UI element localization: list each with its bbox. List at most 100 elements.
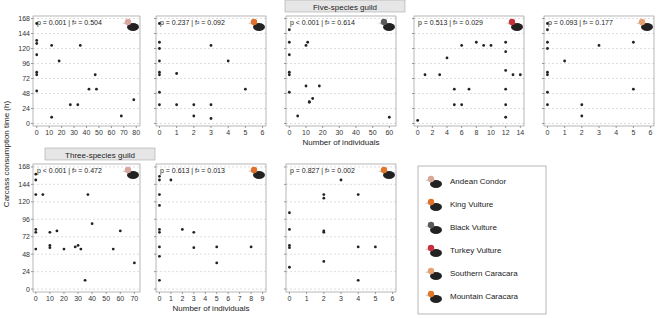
annotation: p = 0.613 | f² = 0.013 [160,167,225,175]
point [563,60,566,63]
point [120,115,123,118]
y-tick-label: 120 [18,198,30,205]
x-tick [86,126,87,128]
point [210,103,213,106]
plot-background [156,16,266,126]
plot-frame [156,16,266,126]
x-tick [447,126,448,128]
point [158,255,161,258]
icon-beak [122,22,125,24]
icon-beak [425,271,428,273]
x-tick-label: 50 [102,295,110,302]
annotation: p = 0.001 | f² = 0.504 [37,19,102,27]
annotation: p = 0.093 | f² = 0.177 [548,19,613,27]
x-tick [356,126,357,128]
point [169,179,172,182]
x-tick-label: 14 [516,129,524,136]
point [288,266,291,269]
y-tick [154,18,156,19]
point [35,53,38,56]
guild-title: Five-species guild [313,3,377,12]
y-tick-label: 96 [22,216,30,223]
y-tick-label: 72 [22,75,30,82]
point [50,44,53,47]
x-tick-label: 40 [83,129,91,136]
x-tick [505,126,506,128]
x-tick-label: 7 [238,295,242,302]
x-tick [581,126,582,128]
x-tick-label: 0 [35,129,39,136]
figure: Carcass consumption time (h) Five-species… [0,0,661,318]
y-tick [154,48,156,49]
point [288,228,291,231]
x-tick [49,126,50,128]
x-tick [616,126,617,128]
point [91,222,94,225]
grid-line [156,123,266,124]
x-tick [262,126,263,128]
point [35,71,38,74]
point [546,71,549,74]
y-tick-label: 72 [22,233,30,240]
point [227,60,230,63]
point [288,91,291,94]
point [322,231,325,234]
grid-line [544,33,654,34]
plot-frame [33,164,140,292]
point [305,44,308,47]
grid-line [156,63,266,64]
icon-beak [122,170,125,172]
y-tick [154,108,156,109]
bird-icon [378,19,395,31]
icon-head [428,268,434,274]
y-axis-label: Carcass consumption time (h) [2,101,11,208]
x-tick-label: 0 [34,295,38,302]
x-tick-label: 8 [249,295,253,302]
plot-frame [286,164,396,292]
x-tick-label: 1 [563,129,567,136]
grid-line [33,123,140,124]
grid-line [156,236,266,237]
icon-beak [425,202,428,204]
grid-line [33,78,140,79]
grid-line [414,63,524,64]
x-tick-label: 20 [60,295,68,302]
y-tick-label: 0 [26,286,30,293]
x-tick [476,126,477,128]
point [192,115,195,118]
point [288,246,291,249]
x-tick-label: 3 [209,129,213,136]
y-tick [154,219,156,220]
x-tick [650,126,651,128]
icon-head [125,167,131,173]
point [76,103,79,106]
point [322,260,325,263]
marks [288,28,391,118]
grid-line [286,254,396,255]
x-tick-label: 2 [580,129,584,136]
point [63,248,66,251]
point [74,246,77,249]
grid-line [544,48,654,49]
icon-head [428,176,434,182]
x-tick-label: 3 [597,129,601,136]
point [244,88,247,91]
grid-line [286,289,396,290]
grid-line [33,201,140,202]
point [215,246,218,249]
x-tick-label: 3 [339,295,343,302]
x-tick-label: 60 [385,129,393,136]
point [95,88,98,91]
point [35,90,38,93]
y-tick [154,289,156,290]
plot-frame [156,164,266,292]
plot-background [33,16,140,126]
grid-line [286,63,396,64]
x-tick [159,126,160,128]
point [210,117,213,120]
point [250,246,253,249]
grid-line [33,219,140,220]
point [58,60,61,63]
x-tick-label: 2 [322,295,326,302]
y-tick-label: 96 [22,60,30,67]
